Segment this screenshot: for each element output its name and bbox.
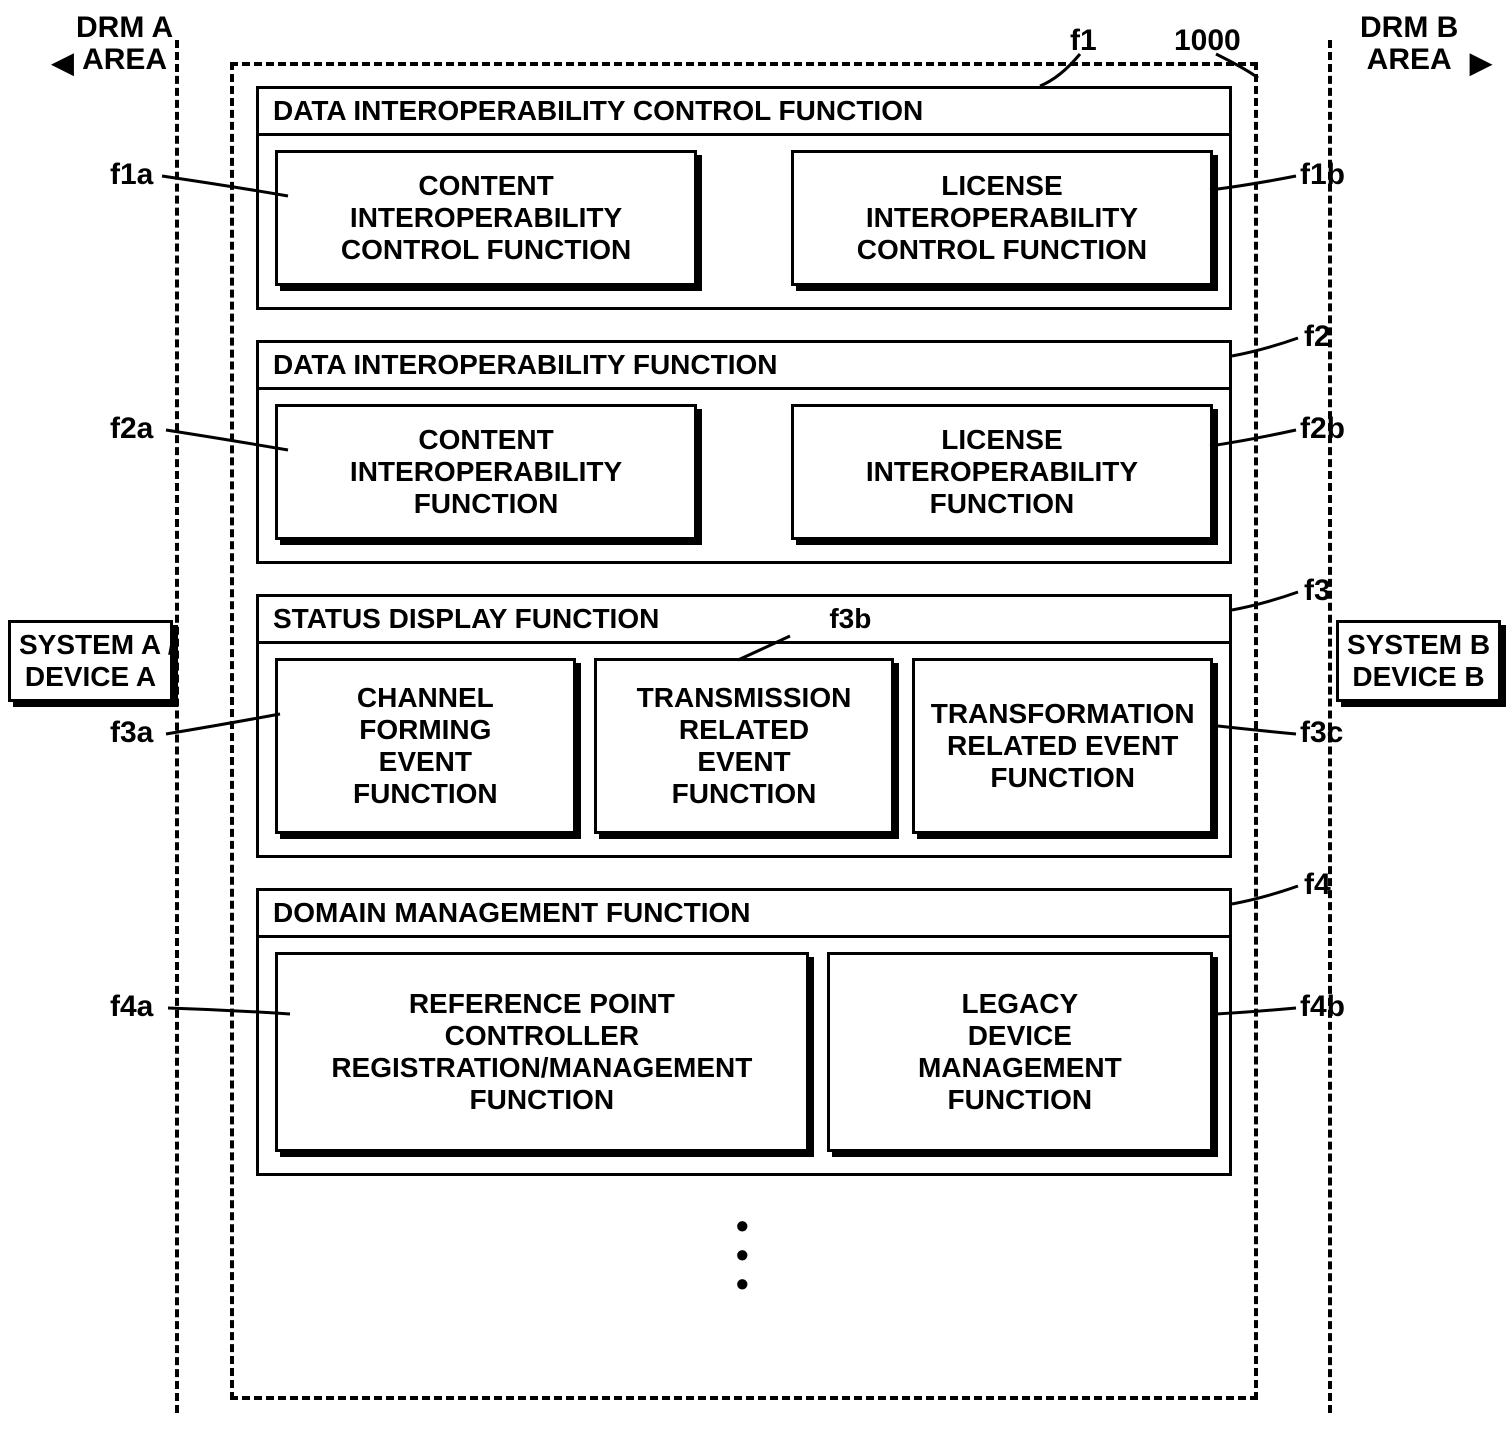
channel-forming-box: CHANNEL FORMING EVENT FUNCTION [275, 658, 576, 834]
refpoint-ctrl-box: REFERENCE POINT CONTROLLER REGISTRATION/… [275, 952, 809, 1152]
section-data-interop: DATA INTEROPERABILITY FUNCTION CONTENT I… [256, 340, 1232, 564]
arrow-left-icon: ◀ [52, 46, 74, 79]
transformation-event-box: TRANSFORMATION RELATED EVENT FUNCTION [912, 658, 1213, 834]
license-interop-box: LICENSE INTEROPERABILITY FUNCTION [791, 404, 1213, 540]
ellipsis-dots: ••• [736, 1212, 751, 1298]
ref-1000-label: 1000 [1174, 24, 1241, 58]
section-data-interop-control: DATA INTEROPERABILITY CONTROL FUNCTION C… [256, 86, 1232, 310]
section-title: STATUS DISPLAY FUNCTION f3b [259, 597, 1229, 644]
transmission-event-box: TRANSMISSION RELATED EVENT FUNCTION [594, 658, 895, 834]
f1-label: f1 [1070, 24, 1097, 58]
section-title: DOMAIN MANAGEMENT FUNCTION [259, 891, 1229, 938]
content-interop-ctrl-box: CONTENT INTEROPERABILITY CONTROL FUNCTIO… [275, 150, 697, 286]
f3c-label: f3c [1300, 716, 1343, 750]
f1b-label: f1b [1300, 158, 1345, 192]
left-boundary-line [175, 40, 179, 1413]
legacy-device-box: LEGACY DEVICE MANAGEMENT FUNCTION [827, 952, 1213, 1152]
system-b-box: SYSTEM B / DEVICE B [1336, 620, 1501, 702]
f1a-label: f1a [110, 158, 153, 192]
f2a-label: f2a [110, 412, 153, 446]
f4b-label: f4b [1300, 990, 1345, 1024]
f4a-label: f4a [110, 990, 153, 1024]
f2b-label: f2b [1300, 412, 1345, 446]
system-a-box: SYSTEM A / DEVICE A [8, 620, 173, 702]
section-domain-management: DOMAIN MANAGEMENT FUNCTION REFERENCE POI… [256, 888, 1232, 1176]
section-title: DATA INTEROPERABILITY FUNCTION [259, 343, 1229, 390]
f3a-label: f3a [110, 716, 153, 750]
section-status-display: STATUS DISPLAY FUNCTION f3b CHANNEL FORM… [256, 594, 1232, 858]
arrow-right-icon: ▶ [1470, 46, 1492, 79]
f3b-inline-label: f3b [829, 603, 871, 635]
f3-label: f3 [1304, 574, 1331, 608]
diagram-canvas: DRM A AREA ◀ DRM B AREA ▶ f1 1000 SYSTEM… [0, 0, 1508, 1433]
content-interop-box: CONTENT INTEROPERABILITY FUNCTION [275, 404, 697, 540]
f2-label: f2 [1304, 320, 1331, 354]
section-title: DATA INTEROPERABILITY CONTROL FUNCTION [259, 89, 1229, 136]
license-interop-ctrl-box: LICENSE INTEROPERABILITY CONTROL FUNCTIO… [791, 150, 1213, 286]
f4-label: f4 [1304, 868, 1331, 902]
drm-b-area-label: DRM B AREA [1360, 12, 1458, 75]
drm-a-area-label: DRM A AREA [76, 12, 173, 75]
